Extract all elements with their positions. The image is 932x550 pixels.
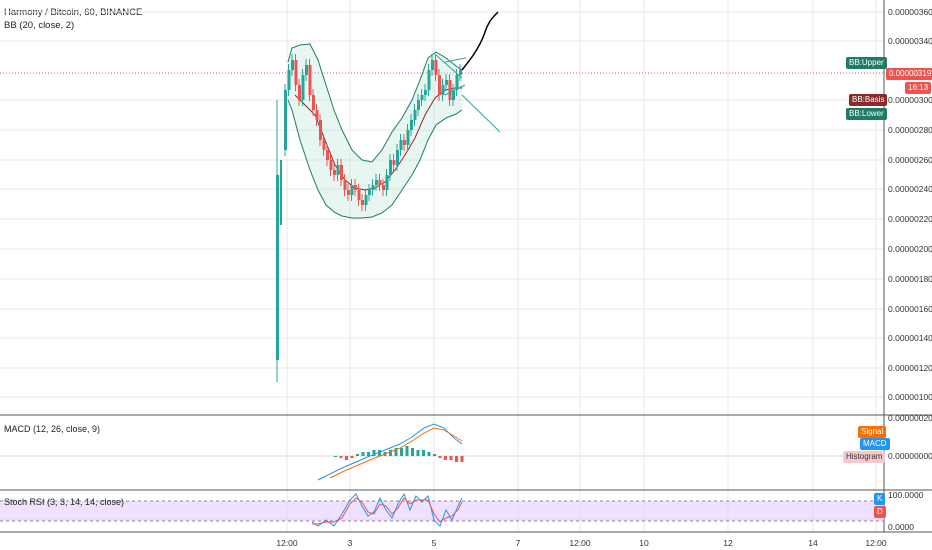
time-label: 7 — [515, 538, 521, 548]
time-label: 12 — [723, 538, 733, 548]
histogram-legend: Histogram — [843, 451, 886, 463]
stoch-axis-label: 100.0000 — [888, 490, 924, 500]
bb-indicator-label[interactable]: BB (20, close, 2) — [4, 20, 75, 31]
bb-upper-tag: BB:Upper — [846, 57, 887, 69]
price-label: 0.00000100 — [888, 392, 932, 402]
price-label: 0.00000160 — [888, 304, 932, 314]
price-label: 0.00000360 — [888, 7, 932, 17]
macd-axis-label: 0.00000020 — [888, 413, 932, 423]
time-label: 12:00 — [865, 538, 887, 548]
bb-basis-tag: BB:Basis — [849, 94, 888, 106]
countdown-tag: 16:13 — [905, 82, 932, 94]
price-label: 0.00000340 — [888, 36, 932, 46]
price-label: 0.00000300 — [888, 95, 932, 105]
bb-lower-tag: BB:Lower — [846, 108, 887, 120]
macd-line — [317, 423, 463, 481]
macd-title[interactable]: MACD (12, 26, close, 9) — [4, 424, 101, 434]
price-label: 0.00000240 — [888, 184, 932, 194]
stoch-d-legend: D — [874, 506, 886, 518]
price-label: 0.00000180 — [888, 274, 932, 284]
time-label: 12:00 — [569, 538, 591, 548]
time-label: 10 — [639, 538, 649, 548]
macd-histogram — [334, 446, 464, 462]
signal-legend: Signal — [858, 426, 887, 438]
time-label: 5 — [431, 538, 437, 548]
price-label: 0.00000140 — [888, 333, 932, 343]
price-label: 0.00000260 — [888, 155, 932, 165]
time-label: 14 — [808, 538, 818, 548]
current-price-tag: 0.00000319 — [886, 68, 932, 80]
time-label: 3 — [347, 538, 353, 548]
stoch-axis-label: 0.0000 — [888, 522, 914, 532]
stoch-title[interactable]: Stoch RSI (3, 3, 14, 14, close) — [4, 497, 125, 507]
time-label: 12:00 — [276, 538, 298, 548]
stoch-k-legend: K — [874, 493, 886, 505]
signal-line — [329, 427, 463, 479]
price-label: 0.00000280 — [888, 125, 932, 135]
price-label: 0.00000220 — [888, 214, 932, 224]
macd-legend: MACD — [860, 438, 890, 450]
price-label: 0.00000200 — [888, 244, 932, 254]
candlesticks — [284, 54, 462, 211]
price-label: 0.00000120 — [888, 363, 932, 373]
macd-axis-label: 0.00000000 — [888, 451, 932, 461]
stoch-band — [0, 501, 884, 521]
